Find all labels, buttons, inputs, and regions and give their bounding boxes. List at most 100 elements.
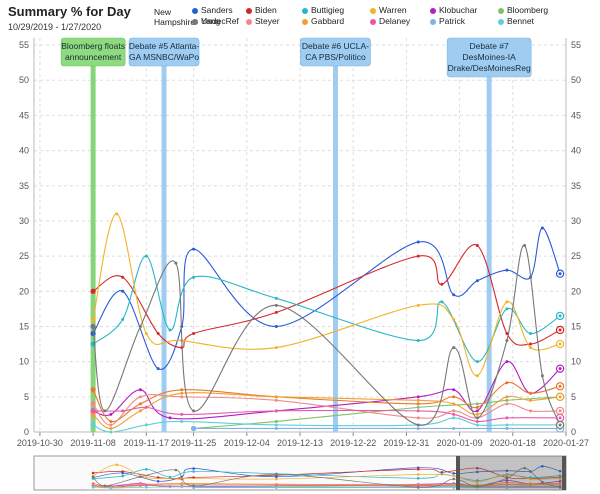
legend-item[interactable]: Bennet xyxy=(498,16,534,26)
legend-swatch xyxy=(370,7,376,14)
data-point xyxy=(558,384,562,388)
legend-label: Bloomberg xyxy=(507,5,549,15)
legend-swatch xyxy=(498,18,504,25)
data-point xyxy=(505,398,509,402)
data-point xyxy=(168,328,172,332)
navigator-point xyxy=(121,484,124,488)
navigator-point xyxy=(416,485,420,489)
data-point xyxy=(505,416,509,420)
data-point xyxy=(558,342,562,346)
data-point xyxy=(452,395,456,399)
legend-label: Biden xyxy=(255,5,277,15)
navigator-point xyxy=(416,473,420,476)
data-point xyxy=(505,423,509,427)
x-tick-label: 2019-12-22 xyxy=(330,438,376,448)
navigator-handle-right[interactable] xyxy=(562,456,566,490)
navigator-selection[interactable] xyxy=(456,456,566,490)
data-point xyxy=(558,272,562,276)
y-tick-left: 15 xyxy=(19,321,29,331)
x-tick-label: 2019-11-17 xyxy=(124,438,169,448)
chart-title: Summary % for Day xyxy=(8,4,131,19)
event-label-text: Debate #7 xyxy=(470,41,509,51)
legend-item[interactable]: Gabbard xyxy=(302,16,344,26)
event-label-box xyxy=(300,37,371,67)
data-point xyxy=(90,316,96,323)
navigator-handle-left[interactable] xyxy=(456,456,460,490)
legend-item[interactable]: Biden xyxy=(246,5,277,15)
legend-item[interactable]: Delaney xyxy=(370,16,410,26)
navigator-point xyxy=(476,485,479,488)
x-tick-label: 2019-11-08 xyxy=(70,438,115,448)
navigator-point xyxy=(416,467,420,471)
legend-item[interactable]: Klobuchar xyxy=(430,5,477,15)
data-point xyxy=(274,409,278,413)
navigator-point xyxy=(541,480,544,484)
y-tick-left: 0 xyxy=(24,427,29,437)
legend-swatch xyxy=(246,7,252,14)
data-point xyxy=(475,244,479,248)
legend-item[interactable]: Sanders xyxy=(192,5,233,15)
data-point xyxy=(274,310,278,314)
y-tick-right: 30 xyxy=(571,216,581,226)
data-point xyxy=(505,300,509,304)
legend-label: Klobuchar xyxy=(439,5,478,15)
legend-label: Sanders xyxy=(201,5,233,15)
legend-region-label: New Hampshire xyxy=(154,7,196,27)
legend-swatch xyxy=(370,18,376,25)
navigator-point xyxy=(168,485,172,488)
data-point xyxy=(529,342,533,346)
legend-item[interactable]: Warren xyxy=(370,5,407,15)
x-tick-label: 2019-12-04 xyxy=(224,438,270,448)
x-tick-label: 2019-12-31 xyxy=(383,438,429,448)
data-point xyxy=(192,409,196,413)
data-point xyxy=(475,423,479,427)
legend-item[interactable]: Bloomberg xyxy=(498,5,548,15)
navigator-point xyxy=(109,486,113,490)
y-tick-right: 55 xyxy=(571,40,581,50)
event-label-text: Debate #5 Atlanta- xyxy=(129,41,200,51)
legend-item[interactable]: Patrick xyxy=(430,16,465,26)
event-label-text: announcement xyxy=(65,52,122,62)
navigator-point xyxy=(91,475,95,479)
legend-label: Delaney xyxy=(379,16,411,26)
series-line xyxy=(92,381,561,423)
data-point xyxy=(90,288,96,294)
data-point xyxy=(180,391,184,395)
data-point xyxy=(558,314,562,318)
x-tick-label: 2020-01-09 xyxy=(437,438,483,448)
data-point xyxy=(138,388,142,392)
y-tick-left: 50 xyxy=(19,75,29,85)
event-label-text: GA MSNBC/WaPo xyxy=(129,52,199,62)
y-tick-left: 25 xyxy=(19,251,29,261)
y-tick-right: 0 xyxy=(571,427,576,437)
legend-label: Yang xyxy=(201,16,221,26)
legend-item[interactable]: Steyer xyxy=(246,16,280,26)
data-point xyxy=(416,405,420,409)
legend-item[interactable]: UndecRef xyxy=(192,16,239,26)
legend-item[interactable]: Buttigieg xyxy=(302,5,344,15)
y-tick-left: 30 xyxy=(19,216,29,226)
y-tick-right: 25 xyxy=(571,251,581,261)
data-point xyxy=(144,423,148,427)
data-point xyxy=(192,332,196,335)
legend-label: Bennet xyxy=(507,16,534,26)
data-point xyxy=(191,425,197,432)
data-point xyxy=(174,261,178,265)
event-band xyxy=(90,38,96,432)
data-point xyxy=(180,419,184,423)
y-tick-right: 5 xyxy=(571,392,576,402)
data-point xyxy=(192,275,196,279)
y-tick-right: 40 xyxy=(571,146,581,156)
navigator-point xyxy=(192,484,195,488)
data-point xyxy=(529,398,533,402)
data-point xyxy=(475,279,479,283)
data-point xyxy=(505,268,509,272)
y-tick-left: 55 xyxy=(19,40,29,50)
y-tick-left: 5 xyxy=(24,392,29,402)
data-point xyxy=(540,226,544,230)
navigator-point xyxy=(558,482,562,486)
navigator-point xyxy=(91,485,95,489)
series-line xyxy=(93,406,561,423)
data-point xyxy=(180,388,184,392)
